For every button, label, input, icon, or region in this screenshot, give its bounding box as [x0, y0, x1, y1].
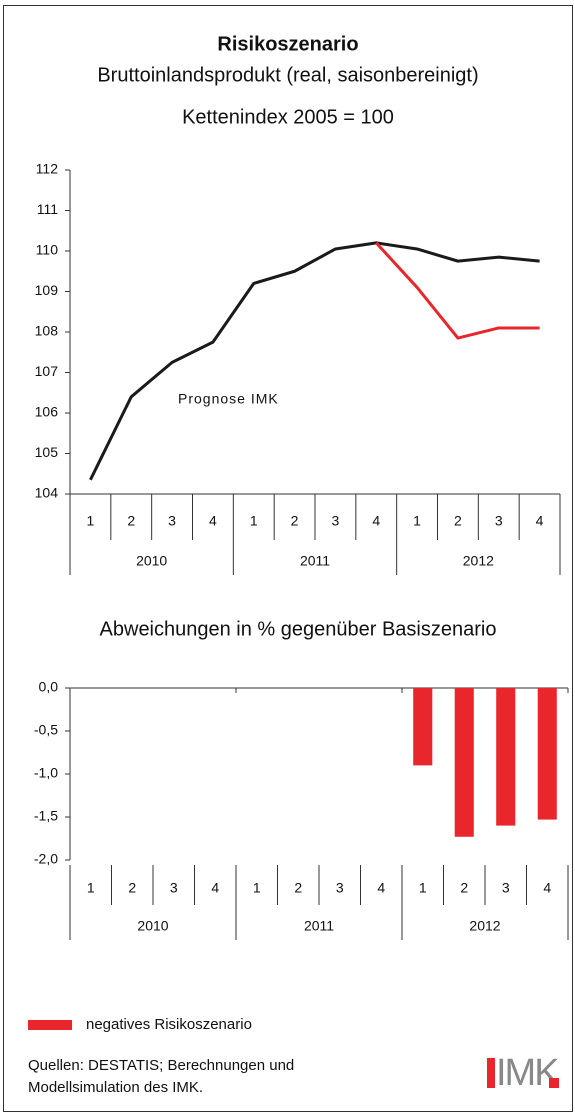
- x-tick-label: 2: [128, 880, 136, 896]
- year-label: 2011: [304, 918, 334, 934]
- logo-dot: [549, 1078, 559, 1088]
- x-tick-label: 3: [495, 513, 503, 529]
- x-tick-label: 1: [87, 880, 95, 896]
- y-tick-label: 109: [35, 282, 59, 298]
- source-line: Quellen: DESTATIS; Berechnungen und: [28, 1057, 294, 1074]
- x-tick-label: 1: [413, 513, 421, 529]
- chart-title: Risikoszenario: [217, 33, 358, 55]
- x-tick-label: 4: [211, 880, 219, 896]
- y-tick-label: -2,0: [34, 851, 58, 867]
- bar: [537, 688, 557, 820]
- x-tick-label: 1: [419, 880, 427, 896]
- source-line: Modellsimulation des IMK.: [28, 1079, 203, 1096]
- x-tick-label: 4: [543, 880, 551, 896]
- line: [89, 241, 540, 481]
- year-label: 2012: [463, 553, 494, 569]
- bar: [454, 688, 474, 837]
- y-tick-label: 0,0: [39, 679, 59, 695]
- chart-subtitle: Bruttoinlandsprodukt (real, saisonberein…: [97, 64, 478, 86]
- x-tick-label: 4: [372, 513, 380, 529]
- frame: [3, 5, 573, 1112]
- y-tick-label: 108: [35, 323, 59, 339]
- x-tick-label: 2: [454, 513, 462, 529]
- y-axis-label: Kettenindex 2005 = 100: [182, 106, 394, 128]
- x-tick-label: 2: [127, 513, 135, 529]
- year-label: 2010: [136, 553, 167, 569]
- logo-bar: [487, 1058, 495, 1088]
- y-tick-label: 106: [35, 404, 59, 420]
- x-tick-label: 3: [336, 880, 344, 896]
- y-tick-label: 110: [36, 242, 59, 258]
- line: [375, 241, 540, 340]
- x-tick-label: 2: [460, 880, 468, 896]
- x-tick-label: 4: [209, 513, 217, 529]
- x-tick-label: 2: [294, 880, 302, 896]
- x-tick-label: 1: [250, 513, 258, 529]
- x-tick-label: 3: [332, 513, 340, 529]
- y-tick-label: -0,5: [34, 722, 58, 738]
- legend-label: negatives Risikoszenario: [86, 1016, 252, 1033]
- x-tick-label: 3: [168, 513, 176, 529]
- y-tick-label: 111: [37, 201, 58, 217]
- x-tick-label: 2: [291, 513, 299, 529]
- y-tick-label: -1,0: [34, 765, 58, 781]
- year-label: 2010: [137, 918, 168, 934]
- x-tick-label: 3: [170, 880, 178, 896]
- bar: [496, 688, 516, 826]
- y-tick-label: 112: [36, 161, 59, 177]
- year-label: 2012: [469, 918, 500, 934]
- y-tick-label: 107: [35, 363, 59, 379]
- y-tick-label: -1,5: [34, 808, 58, 824]
- y-tick-label: 105: [35, 444, 59, 460]
- legend-swatch: [28, 1020, 72, 1030]
- x-tick-label: 4: [536, 513, 544, 529]
- x-tick-label: 3: [502, 880, 510, 896]
- annotation: Prognose IMK: [178, 391, 279, 407]
- year-label: 2011: [300, 553, 330, 569]
- x-tick-label: 1: [87, 513, 95, 529]
- x-tick-label: 4: [377, 880, 385, 896]
- x-tick-label: 1: [253, 880, 261, 896]
- bar: [413, 688, 433, 766]
- chart-title: Abweichungen in % gegenüber Basiszenario: [100, 618, 497, 640]
- y-tick-label: 104: [35, 485, 59, 501]
